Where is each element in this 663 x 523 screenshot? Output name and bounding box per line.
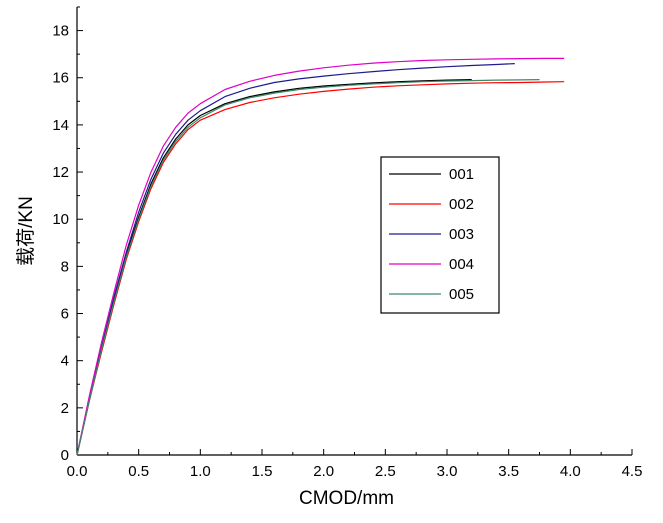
y-axis-title: 载荷/KN	[15, 196, 37, 266]
y-tick-label: 12	[52, 164, 69, 181]
legend-label-003: 003	[449, 226, 474, 243]
x-tick-label: 3.5	[498, 463, 519, 480]
y-tick-label: 10	[52, 211, 69, 228]
series-line-001	[76, 79, 472, 456]
x-tick-label: 1.0	[190, 463, 211, 480]
y-tick-label: 0	[61, 447, 69, 464]
legend-label-004: 004	[449, 256, 474, 273]
series-line-002	[76, 81, 565, 456]
series-line-004	[76, 57, 565, 456]
x-tick-label: 4.0	[560, 463, 581, 480]
legend-label-001: 001	[449, 166, 474, 183]
axes: 0.0 0.5 1.0 1.5 2.0 2.5 3.0 3.5 4.0 4.5 0 2 4 6 8 10 12 1…	[52, 6, 643, 480]
x-tick-label: 0.5	[128, 463, 149, 480]
series-line-005	[76, 79, 540, 456]
legend-label-002: 002	[449, 196, 474, 213]
y-tick-label: 2	[61, 400, 69, 417]
x-axis-title: CMOD/mm	[299, 488, 394, 509]
legend-box	[380, 156, 500, 314]
y-tick-label: 16	[52, 70, 69, 87]
x-tick-label: 2.5	[375, 463, 396, 480]
y-tick-label: 6	[61, 306, 69, 323]
x-tick-label: 1.5	[252, 463, 273, 480]
series-layer	[76, 57, 565, 456]
x-tick-label: 3.0	[437, 463, 458, 480]
series-line-003	[76, 63, 515, 456]
x-tick-label: 4.5	[622, 463, 643, 480]
legend: 001 002 003 004 005	[380, 156, 500, 314]
y-tick-label: 4	[61, 353, 69, 370]
x-tick-label: 0.0	[67, 463, 88, 480]
y-tick-label: 8	[61, 258, 69, 275]
y-tick-label: 18	[52, 23, 69, 40]
x-tick-label: 2.0	[313, 463, 334, 480]
legend-label-005: 005	[449, 286, 474, 303]
y-tick-label: 14	[52, 117, 69, 134]
